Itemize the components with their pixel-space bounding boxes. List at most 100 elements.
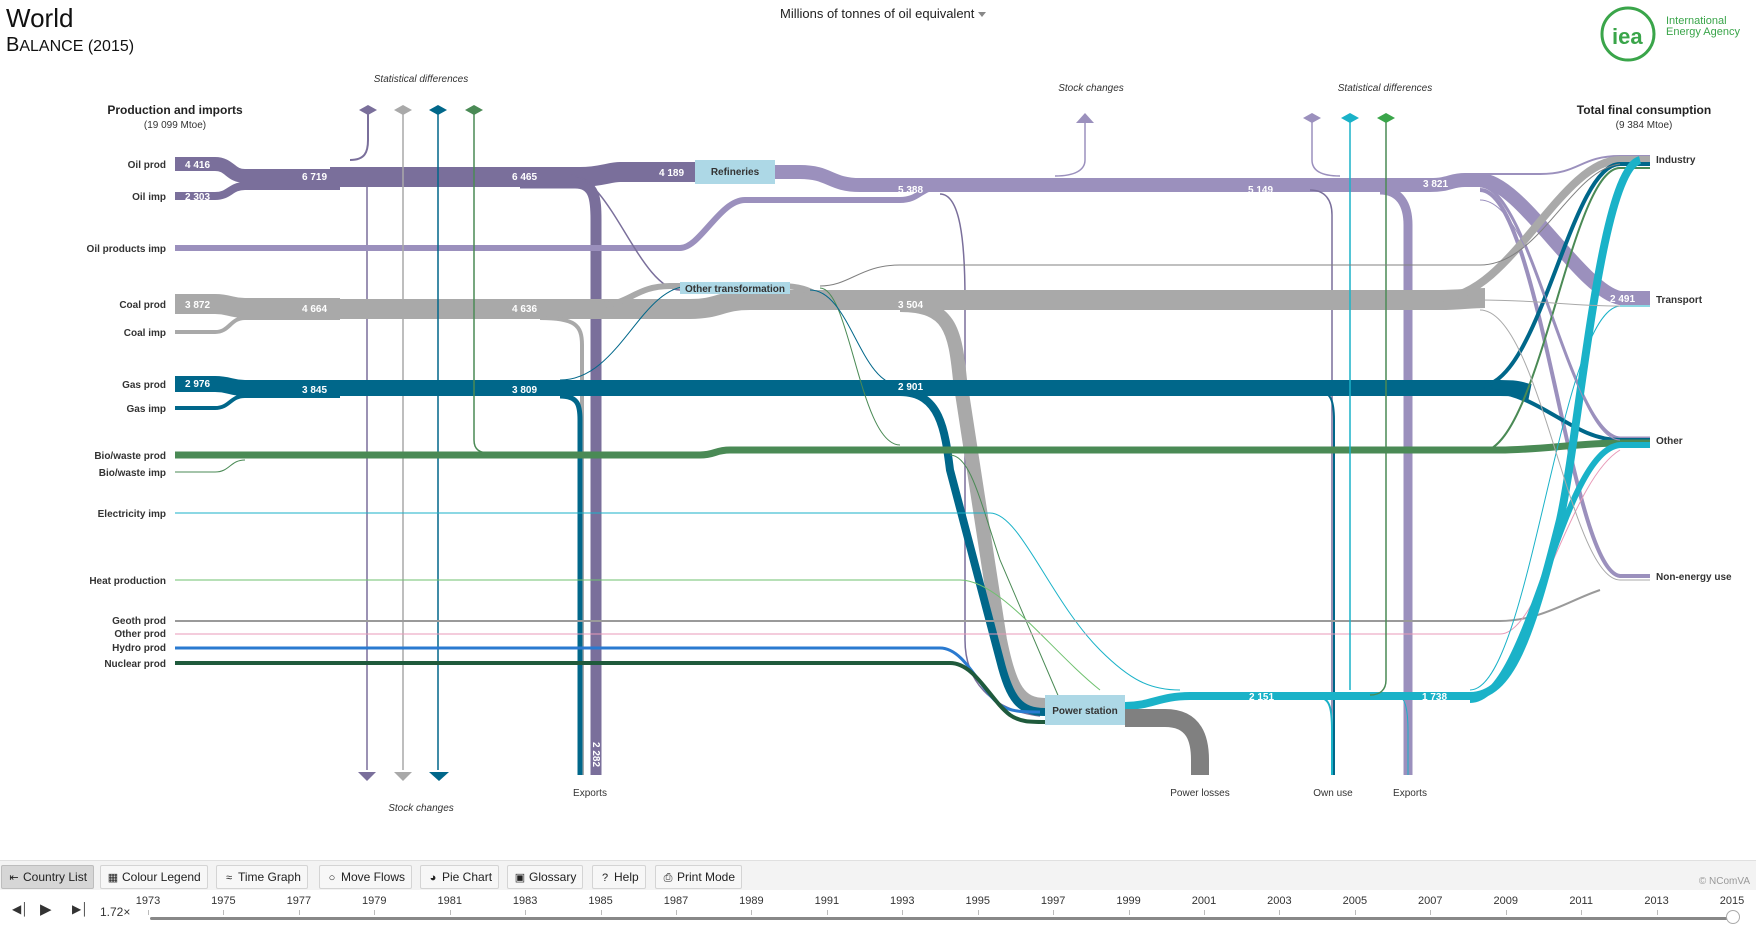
diamond-icon[interactable] <box>359 105 377 115</box>
timeline-year-label[interactable]: 2007 <box>1418 895 1443 907</box>
flow-oil-to-transport[interactable] <box>1478 173 1650 305</box>
flow-oil-to-statdiff[interactable] <box>349 113 369 161</box>
flow-bio-imp[interactable] <box>175 459 246 473</box>
power-station-node[interactable] <box>1045 695 1125 725</box>
flow-coal-prod[interactable] <box>175 294 340 318</box>
diamond-icon[interactable] <box>429 105 447 115</box>
timeline-year-label[interactable]: 2003 <box>1267 895 1292 907</box>
flow-coal-imp[interactable] <box>175 316 340 334</box>
flow-gas-imp[interactable] <box>175 394 340 410</box>
flow-nuclear-prod[interactable] <box>175 661 1046 724</box>
move-flows-button[interactable]: ○ Move Flows <box>319 865 413 889</box>
timeline-year-label[interactable]: 1977 <box>286 895 312 907</box>
arrow-up-icon[interactable] <box>1076 113 1094 123</box>
diamond-icon[interactable] <box>1377 113 1395 123</box>
flow-gas-to-industry[interactable] <box>1479 162 1650 388</box>
diamond-icon[interactable] <box>1303 113 1321 123</box>
flow-oil-imp[interactable] <box>175 182 340 200</box>
timeline-year-label[interactable]: 2009 <box>1493 895 1518 907</box>
flow-gas-to-ot[interactable] <box>559 285 691 381</box>
arrow-down-icon[interactable] <box>358 772 376 781</box>
flow-oil-to-other[interactable] <box>1479 184 1650 440</box>
timeline-year-label[interactable]: 1997 <box>1040 895 1066 907</box>
flow-ot-coal[interactable] <box>599 283 831 308</box>
unit-selector[interactable]: Millions of tonnes of oil equivalent <box>780 6 987 21</box>
timeline-year-label[interactable]: 1985 <box>588 895 613 907</box>
flow-electricity-ownuse[interactable] <box>1319 697 1333 775</box>
playback-speed[interactable]: 1.72× <box>100 905 131 919</box>
help-button[interactable]: ? Help <box>592 865 646 889</box>
time-graph-button[interactable]: ≈ Time Graph <box>216 865 308 889</box>
timeline-year-label[interactable]: 2013 <box>1644 895 1669 907</box>
flow-oil-products-main[interactable] <box>775 165 1485 192</box>
flow-coal-to-ps[interactable] <box>899 298 1046 712</box>
flow-oil-products-stock[interactable] <box>1054 122 1086 177</box>
flow-oil-to-nonenergy[interactable] <box>1479 188 1650 578</box>
flow-elec-exports[interactable] <box>1399 697 1409 775</box>
flow-electricity-imp[interactable] <box>175 512 1181 691</box>
timeline-year-label[interactable]: 2005 <box>1342 895 1368 907</box>
flow-geoth-prod[interactable] <box>175 589 1601 622</box>
flow-gas-prod[interactable] <box>175 376 340 396</box>
flow-gas-exports[interactable] <box>559 393 583 775</box>
flow-coal-to-transport[interactable] <box>1479 299 1621 307</box>
glossary-button[interactable]: ▣ Glossary <box>507 865 584 889</box>
timeline-year-label[interactable]: 2001 <box>1191 895 1217 907</box>
timeline-year-label[interactable]: 2011 <box>1569 895 1593 907</box>
flow-oil-products-statdiff[interactable] <box>1311 118 1341 177</box>
timeline-handle[interactable] <box>1726 910 1740 924</box>
play-icon[interactable]: ▶ <box>40 901 52 918</box>
diamond-icon[interactable] <box>1341 113 1359 123</box>
timeline-year-label[interactable]: 1979 <box>362 895 387 907</box>
timeline-year-label[interactable]: 1999 <box>1116 895 1141 907</box>
flow-electricity-transport[interactable] <box>1469 305 1650 691</box>
diamond-icon[interactable] <box>394 105 412 115</box>
flow-heat-statdiff[interactable] <box>1369 118 1387 696</box>
flow-other-prod[interactable] <box>175 449 1621 635</box>
flow-oil-products-imp[interactable] <box>175 184 1000 251</box>
skip-back-icon[interactable]: ◀│ <box>12 902 29 916</box>
flow-thin-purple-a[interactable] <box>1479 199 1621 441</box>
print-mode-button[interactable]: ⎙ Print Mode <box>655 865 743 889</box>
flow-ot-to-other[interactable] <box>819 287 901 446</box>
refineries-node[interactable] <box>695 160 775 184</box>
arrow-down-icon[interactable] <box>429 772 449 781</box>
flow-coal-to-industry[interactable] <box>1439 156 1650 302</box>
arrow-down-icon[interactable] <box>394 772 412 781</box>
flow-gas-ownuse[interactable] <box>1319 391 1335 775</box>
diamond-icon[interactable] <box>465 105 483 115</box>
flow-oil-prod[interactable] <box>175 157 340 183</box>
timeline-year-label[interactable]: 2015 <box>1719 895 1745 907</box>
flow-coal-main[interactable] <box>330 288 1486 319</box>
pie-chart-button[interactable]: ◕ Pie Chart <box>420 865 500 889</box>
other-transformation-node[interactable] <box>680 282 790 294</box>
flow-power-losses[interactable] <box>1125 709 1209 775</box>
flow-bio-to-industry[interactable] <box>1479 167 1650 453</box>
skip-forward-icon[interactable]: ▶│ <box>72 902 89 916</box>
flow-coal-exports[interactable] <box>539 316 584 775</box>
timeline-year-label[interactable]: 1973 <box>135 895 161 907</box>
flow-ot-gas[interactable] <box>809 289 901 386</box>
flow-thin-grey-a[interactable] <box>1479 309 1650 581</box>
timeline-year-label[interactable]: 1987 <box>663 895 689 907</box>
flow-heat-production[interactable] <box>175 579 1101 691</box>
flow-bio-prod[interactable] <box>175 439 1650 459</box>
flow-bio-to-ps[interactable] <box>949 454 1061 701</box>
flow-hydro-prod[interactable] <box>175 646 1041 714</box>
flow-oil-products-ownuse[interactable] <box>1309 189 1333 775</box>
flow-ot-to-industry[interactable] <box>819 163 1621 287</box>
flow-bio-statdiff[interactable] <box>473 113 491 454</box>
timeline-year-label[interactable]: 1981 <box>437 895 462 907</box>
timeline-year-label[interactable]: 1975 <box>211 895 236 907</box>
timeline-year-label[interactable]: 1983 <box>512 895 538 907</box>
timeline-year-label[interactable]: 1989 <box>739 895 764 907</box>
colour-legend-button[interactable]: ▦ Colour Legend <box>100 865 208 889</box>
flow-oil-exports[interactable] <box>520 177 602 775</box>
flow-gas-to-ps[interactable] <box>899 388 1046 716</box>
flow-electricity-other[interactable] <box>1469 442 1650 703</box>
country-list-button[interactable]: ⇤ Country List <box>1 865 95 889</box>
timeline-year-label[interactable]: 1993 <box>890 895 915 907</box>
timeline-year-label[interactable]: 1991 <box>814 895 840 907</box>
flow-gas-to-other[interactable] <box>1479 388 1650 442</box>
timeline-track[interactable] <box>150 917 1736 920</box>
